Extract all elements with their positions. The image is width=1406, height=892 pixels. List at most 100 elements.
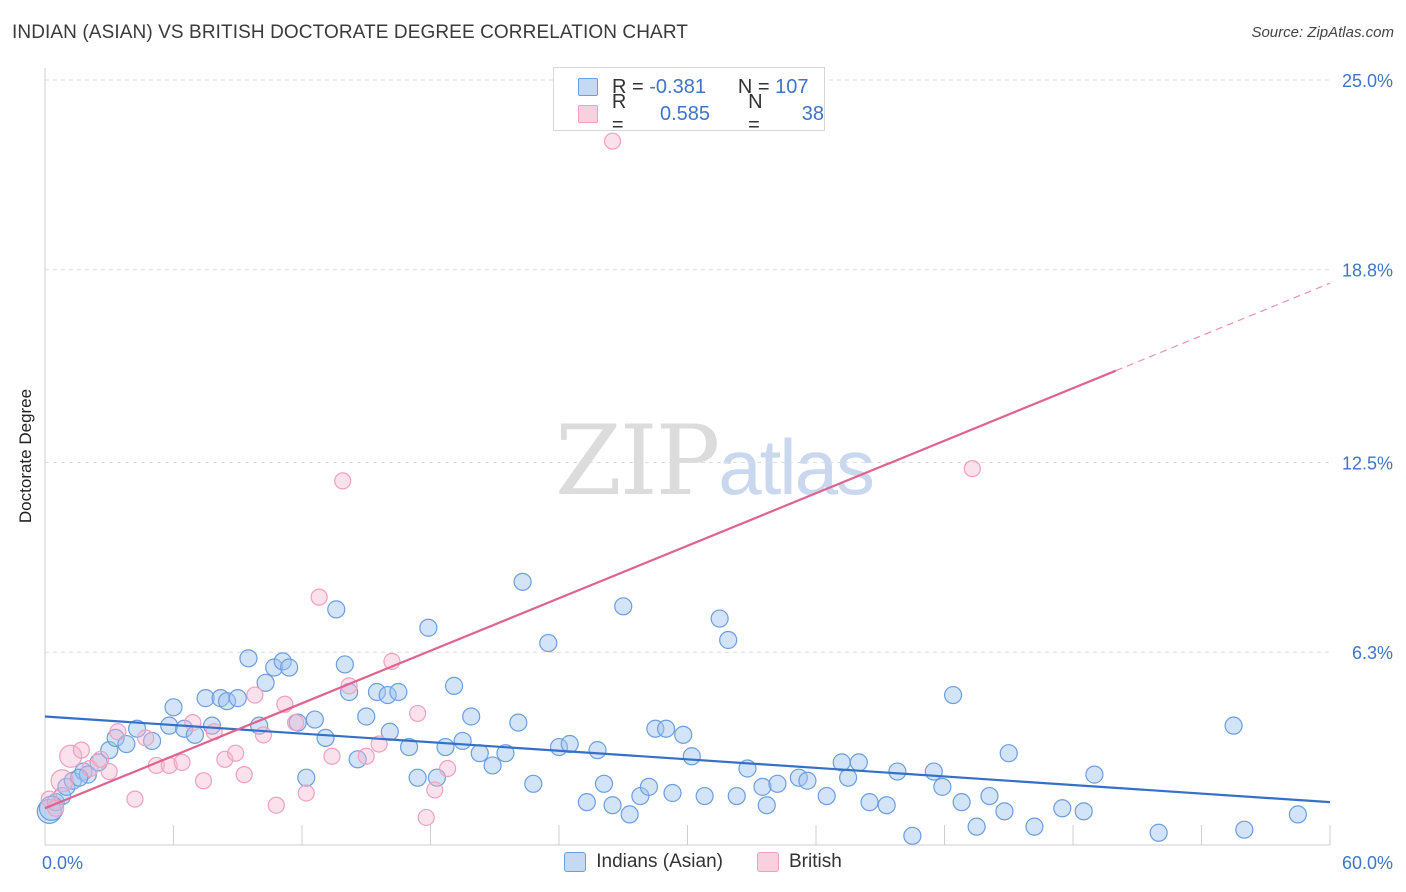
watermark-zip: ZIP — [555, 405, 720, 517]
tick-labels: 6.3% 12.5% 18.8% 25.0% 0.0% 60.0% — [42, 71, 1393, 873]
r-label: R = — [612, 75, 644, 98]
trend-line-british-extension — [1115, 282, 1331, 372]
point-indians — [1149, 823, 1168, 842]
n-value: 38 — [801, 102, 824, 125]
point-indians — [849, 753, 868, 772]
point-indians — [663, 783, 682, 803]
point-indians — [594, 774, 614, 793]
point-british — [216, 750, 234, 768]
point-british — [173, 753, 191, 771]
point-indians — [727, 786, 746, 806]
point-british — [126, 790, 144, 808]
point-indians — [995, 802, 1014, 821]
point-british — [50, 769, 74, 793]
point-indians — [1074, 802, 1093, 821]
point-indians — [933, 777, 952, 796]
point-indians — [1288, 805, 1307, 824]
point-british — [439, 759, 457, 778]
point-british — [254, 726, 273, 744]
point-indians — [228, 689, 247, 708]
point-indians — [817, 786, 836, 806]
chart-title: INDIAN (ASIAN) VS BRITISH DOCTORATE DEGR… — [12, 22, 689, 43]
r-label: R = — [611, 91, 627, 136]
trend-lines — [44, 282, 1331, 810]
point-indians — [378, 685, 397, 705]
point-british — [267, 796, 285, 814]
point-british — [334, 472, 352, 490]
point-indians — [164, 698, 183, 717]
series-indians-asian — [36, 572, 1307, 845]
stats-row-british: R = 0.585 N = 38 — [578, 91, 824, 136]
point-indians — [202, 716, 222, 735]
r-value: 0.585 — [659, 102, 711, 125]
point-indians — [196, 689, 215, 708]
point-british — [59, 744, 83, 768]
point-british — [92, 750, 110, 768]
point-indians — [1224, 716, 1243, 735]
source-label: Source: ZipAtlas.com — [1251, 24, 1394, 41]
point-british — [409, 704, 427, 723]
point-indians — [682, 747, 701, 766]
n-label: N = — [737, 75, 770, 98]
grid-lines — [45, 79, 1330, 653]
point-indians — [335, 655, 354, 674]
series-legend: Indians (Asian) British — [0, 851, 1406, 873]
legend-item-british: British — [756, 851, 842, 873]
y-tick-label: 6.3% — [1352, 643, 1393, 663]
point-indians — [798, 771, 817, 790]
point-british — [297, 784, 315, 802]
axes — [44, 68, 1331, 846]
point-indians — [577, 793, 596, 812]
legend-item-indians-asian: Indians (Asian) — [564, 851, 723, 873]
point-indians — [297, 768, 316, 787]
point-british — [963, 460, 981, 478]
point-indians — [453, 731, 472, 751]
point-indians — [710, 609, 729, 628]
point-indians — [106, 728, 125, 748]
point-indians — [1053, 799, 1072, 818]
y-tick-label: 18.8% — [1342, 261, 1393, 281]
swatch-blue-icon — [578, 78, 598, 96]
x-tick-label-max: 60.0% — [1342, 853, 1393, 873]
point-indians — [924, 762, 943, 781]
point-indians — [367, 682, 387, 702]
point-british — [184, 713, 202, 732]
point-indians — [524, 774, 543, 793]
point-british — [426, 781, 444, 799]
point-indians — [539, 633, 558, 653]
point-indians — [316, 728, 335, 748]
point-indians — [444, 676, 464, 695]
point-indians — [877, 796, 896, 815]
point-indians — [695, 786, 714, 806]
point-indians — [462, 707, 481, 726]
point-indians — [614, 597, 633, 616]
point-british — [227, 744, 245, 762]
point-indians — [389, 682, 408, 702]
point-indians — [719, 630, 738, 650]
point-british — [286, 713, 305, 732]
point-indians — [967, 817, 986, 836]
watermark-atlas: atlas — [718, 423, 875, 511]
point-british — [323, 747, 341, 765]
point-british — [194, 772, 213, 790]
point-indians — [860, 793, 879, 812]
point-indians — [943, 685, 963, 705]
swatch-pink-icon — [578, 105, 598, 123]
legend-blue-swatch-icon — [564, 852, 587, 872]
point-indians — [656, 719, 676, 738]
point-indians — [280, 658, 299, 677]
point-british — [137, 729, 155, 747]
point-indians — [999, 744, 1018, 763]
point-indians — [408, 768, 427, 787]
point-indians — [496, 744, 515, 763]
x-tick-label-min: 0.0% — [42, 853, 83, 873]
n-label: N = — [748, 91, 763, 136]
point-indians — [217, 692, 237, 711]
point-indians — [436, 737, 455, 757]
point-indians — [327, 600, 346, 619]
point-british — [109, 723, 127, 741]
point-indians — [757, 796, 776, 815]
point-indians — [888, 762, 907, 781]
point-indians — [839, 768, 858, 787]
